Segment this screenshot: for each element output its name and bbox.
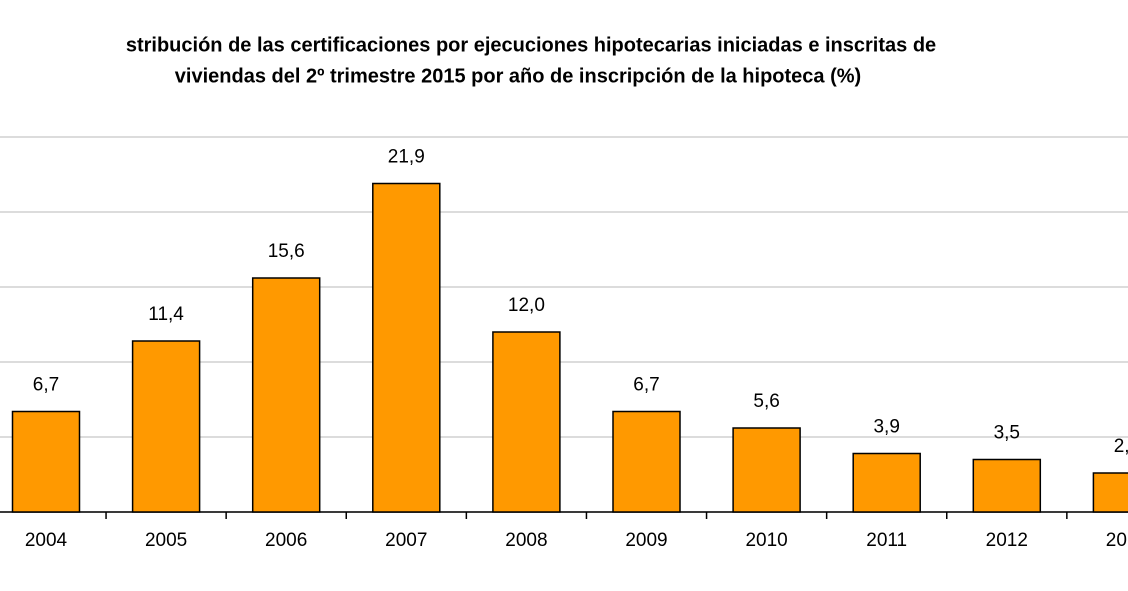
bar xyxy=(732,427,801,513)
bar xyxy=(251,277,321,513)
x-tick-label: 2011 xyxy=(866,530,907,551)
bar xyxy=(612,410,681,513)
x-tick-label: 2013 xyxy=(1106,530,1128,551)
x-tick-label: 2007 xyxy=(385,530,427,551)
chart-title: viviendas del 2º trimestre 2015 por año … xyxy=(175,65,861,87)
x-tick-label: 2004 xyxy=(25,530,68,551)
x-tick-label: 2006 xyxy=(265,530,307,551)
bar xyxy=(11,410,81,513)
value-label: 2,6 xyxy=(1114,436,1128,457)
value-label: 3,9 xyxy=(873,417,899,438)
value-label: 3,5 xyxy=(994,423,1020,444)
value-label: 6,7 xyxy=(633,375,659,396)
x-tick-label: 2012 xyxy=(986,530,1028,551)
bar xyxy=(372,182,441,513)
value-label: 11,4 xyxy=(148,304,184,325)
value-label: 5,6 xyxy=(753,391,779,412)
chart-title: stribución de las certificaciones por ej… xyxy=(126,34,936,56)
x-tick-label: 2005 xyxy=(145,530,187,551)
value-label: 15,6 xyxy=(268,241,305,262)
bar xyxy=(972,458,1042,513)
x-tick-label: 2008 xyxy=(505,530,547,551)
value-label: 21,9 xyxy=(388,147,425,168)
value-label: 12,0 xyxy=(508,295,545,316)
value-label: 6,7 xyxy=(33,375,59,396)
bar xyxy=(131,340,201,513)
x-tick-label: 2010 xyxy=(745,530,787,551)
bar xyxy=(492,331,561,513)
bar xyxy=(852,452,921,513)
bar xyxy=(1092,472,1128,513)
x-tick-label: 2009 xyxy=(625,530,667,551)
